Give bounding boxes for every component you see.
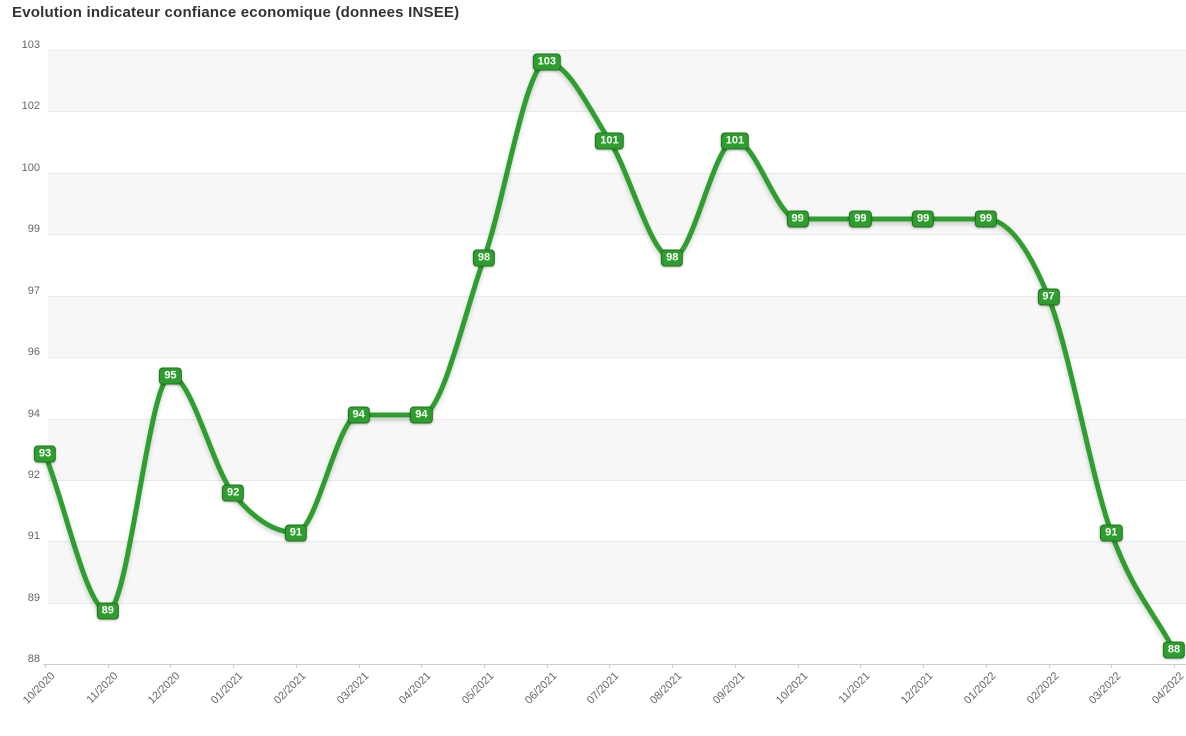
x-axis-label: 03/2021 xyxy=(334,670,372,707)
x-axis-tick xyxy=(233,664,235,668)
data-label: 101 xyxy=(720,132,750,150)
x-axis-tick xyxy=(421,664,423,668)
x-axis-tick xyxy=(295,664,297,668)
data-label: 94 xyxy=(410,406,433,424)
data-label: 97 xyxy=(1037,288,1060,306)
data-label: 99 xyxy=(786,210,809,228)
plot-band xyxy=(48,541,1186,603)
data-label: 91 xyxy=(1100,524,1123,542)
x-axis-tick xyxy=(546,664,548,668)
gridline xyxy=(48,50,1186,51)
x-axis-label: 01/2021 xyxy=(209,670,246,707)
x-axis-label: 01/2022 xyxy=(961,670,999,707)
y-axis-label: 91 xyxy=(27,530,40,543)
y-axis-label: 92 xyxy=(27,468,40,481)
y-axis-label: 100 xyxy=(21,161,40,174)
x-axis-label: 04/2021 xyxy=(397,670,434,707)
data-label: 103 xyxy=(532,53,561,71)
x-axis-label: 09/2021 xyxy=(710,670,748,707)
gridline xyxy=(48,357,1186,359)
x-axis-tick xyxy=(1173,664,1175,668)
x-axis-tick xyxy=(797,664,799,668)
gridline xyxy=(48,541,1186,543)
gridline xyxy=(48,234,1186,236)
data-label: 99 xyxy=(974,210,997,228)
data-label: 92 xyxy=(222,484,245,502)
data-label: 88 xyxy=(1162,641,1186,659)
x-axis-tick xyxy=(609,664,611,668)
x-axis-label: 11/2021 xyxy=(836,670,873,707)
y-axis-label: 94 xyxy=(27,407,40,420)
x-axis-label: 12/2020 xyxy=(146,670,183,707)
plot-band xyxy=(48,418,1186,480)
x-axis-tick xyxy=(985,664,987,668)
y-axis-label: 103 xyxy=(21,39,40,51)
x-axis-label: 03/2022 xyxy=(1087,670,1124,707)
y-axis-label: 97 xyxy=(27,284,40,297)
x-axis-label: 08/2021 xyxy=(648,670,685,707)
x-axis-tick xyxy=(484,664,486,668)
x-axis-tick xyxy=(358,664,360,668)
x-axis-tick xyxy=(45,664,46,668)
x-axis-tick xyxy=(860,664,862,668)
data-label: 98 xyxy=(472,249,496,267)
x-axis-label: 11/2020 xyxy=(84,670,121,707)
x-axis-line xyxy=(43,664,1186,665)
series-line xyxy=(42,59,1177,653)
x-axis-tick xyxy=(170,664,172,668)
y-axis-label: 99 xyxy=(27,223,40,236)
x-axis-tick xyxy=(1111,664,1113,668)
data-label: 99 xyxy=(911,210,935,228)
x-axis-label: 05/2021 xyxy=(459,670,497,707)
data-label: 89 xyxy=(96,602,119,620)
gridline xyxy=(48,295,1186,297)
gridline xyxy=(48,172,1186,174)
plot-band xyxy=(48,295,1186,358)
x-axis-label: 12/2021 xyxy=(898,670,936,707)
gridline xyxy=(48,602,1186,604)
y-axis-label: 96 xyxy=(27,346,40,359)
x-axis-label: 02/2022 xyxy=(1024,670,1062,707)
data-label: 101 xyxy=(595,132,624,150)
gridline xyxy=(48,479,1186,481)
x-axis-label: 02/2021 xyxy=(271,670,309,707)
data-label: 91 xyxy=(284,524,307,542)
x-axis-tick xyxy=(734,664,736,668)
y-axis-label: 88 xyxy=(27,653,40,666)
x-axis-tick xyxy=(107,664,109,668)
plot-band xyxy=(48,50,1186,112)
x-axis-label: 06/2021 xyxy=(522,670,560,707)
y-axis-label: 102 xyxy=(21,100,40,113)
data-label: 94 xyxy=(347,406,370,424)
x-axis-label: 10/2021 xyxy=(773,670,811,707)
y-axis-label: 89 xyxy=(27,591,40,604)
gridline xyxy=(48,418,1186,420)
chart-title: Evolution indicateur confiance economiqu… xyxy=(12,4,460,21)
x-axis-label: 10/2020 xyxy=(20,670,58,707)
x-axis-label: 04/2022 xyxy=(1149,670,1186,707)
x-axis-tick xyxy=(923,664,925,668)
gridline xyxy=(48,111,1186,113)
x-axis-label: 07/2021 xyxy=(585,670,622,707)
data-label: 95 xyxy=(159,367,182,385)
data-label: 99 xyxy=(849,210,872,228)
x-axis-tick xyxy=(672,664,674,668)
data-label: 93 xyxy=(33,445,57,463)
x-axis-tick xyxy=(1048,664,1050,668)
data-label: 98 xyxy=(661,249,684,267)
